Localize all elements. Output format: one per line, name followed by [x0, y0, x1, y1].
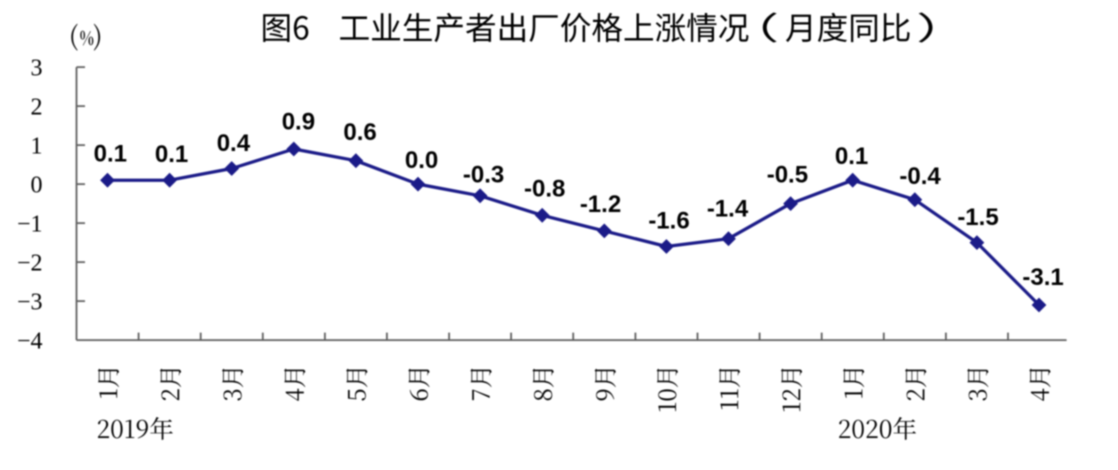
svg-text:0.1: 0.1 [94, 141, 127, 168]
svg-text:0.1: 0.1 [835, 143, 868, 170]
svg-text:0.1: 0.1 [155, 141, 188, 168]
svg-text:-0.3: -0.3 [463, 161, 504, 188]
svg-text:0.0: 0.0 [405, 147, 438, 174]
svg-text:-0.8: -0.8 [524, 176, 565, 203]
svg-text:-1.6: -1.6 [648, 208, 689, 235]
svg-text:-1.2: -1.2 [580, 191, 621, 218]
svg-text:-3.1: -3.1 [1022, 264, 1063, 291]
svg-text:−4: −4 [17, 328, 43, 354]
svg-text:-0.5: -0.5 [767, 162, 808, 189]
svg-text:0.9: 0.9 [282, 109, 315, 136]
svg-text:2: 2 [31, 94, 43, 120]
svg-text:−1: −1 [17, 211, 43, 237]
svg-text:-0.4: -0.4 [899, 163, 941, 190]
svg-text:−2: −2 [17, 250, 43, 276]
svg-text:1: 1 [31, 133, 43, 159]
svg-text:-1.4: -1.4 [707, 196, 749, 223]
svg-text:-1.5: -1.5 [957, 204, 998, 231]
svg-text:−3: −3 [17, 289, 43, 315]
svg-text:3: 3 [31, 55, 43, 81]
svg-text:0: 0 [31, 172, 43, 198]
svg-text:0.4: 0.4 [217, 130, 251, 157]
svg-text:0.6: 0.6 [343, 119, 376, 146]
